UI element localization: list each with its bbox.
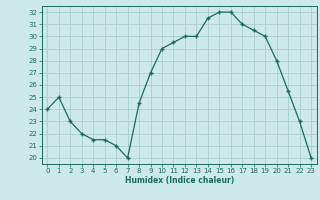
X-axis label: Humidex (Indice chaleur): Humidex (Indice chaleur) (124, 176, 234, 185)
